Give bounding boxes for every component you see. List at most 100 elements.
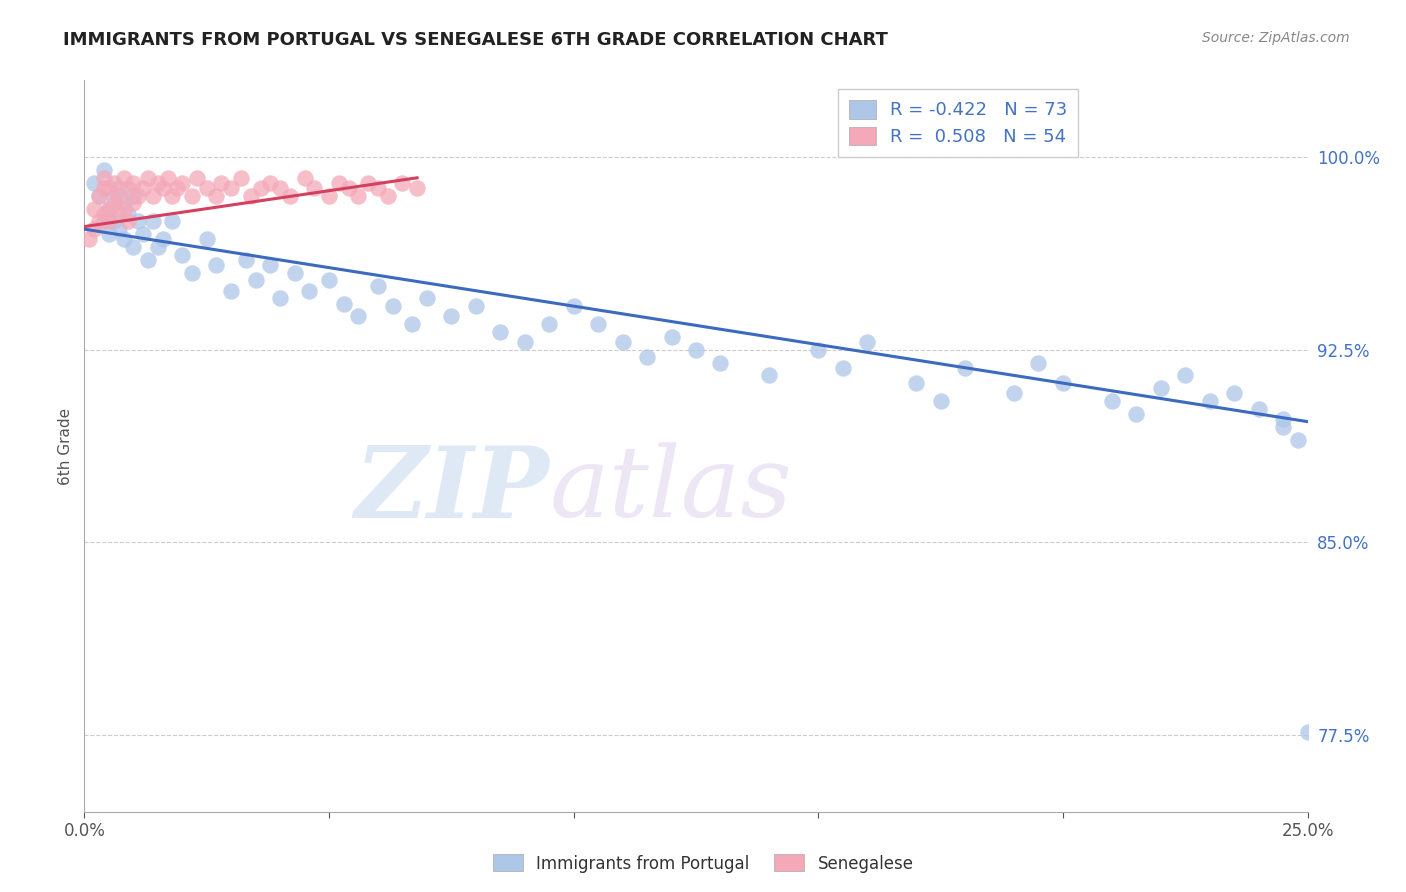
Point	[1272, 419, 1295, 434]
Point	[97, 214, 120, 228]
Point	[1247, 401, 1270, 416]
Point	[661, 330, 683, 344]
Point	[685, 343, 707, 357]
Legend: Immigrants from Portugal, Senegalese: Immigrants from Portugal, Senegalese	[486, 847, 920, 880]
Point	[122, 240, 145, 254]
Point	[83, 176, 105, 190]
Point	[107, 188, 129, 202]
Point	[245, 273, 267, 287]
Point	[93, 214, 115, 228]
Point	[337, 181, 360, 195]
Point	[440, 310, 463, 324]
Point	[235, 252, 257, 267]
Point	[219, 181, 242, 195]
Point	[112, 170, 135, 185]
Point	[122, 196, 145, 211]
Point	[103, 176, 125, 190]
Point	[357, 176, 380, 190]
Point	[122, 188, 145, 202]
Point	[259, 176, 281, 190]
Point	[1286, 433, 1309, 447]
Point	[152, 232, 174, 246]
Point	[562, 299, 585, 313]
Point	[249, 181, 271, 195]
Point	[132, 181, 155, 195]
Point	[146, 240, 169, 254]
Point	[152, 181, 174, 195]
Point	[172, 248, 194, 262]
Point	[1272, 412, 1295, 426]
Point	[347, 310, 370, 324]
Point	[298, 284, 321, 298]
Point	[205, 188, 228, 202]
Point	[1101, 394, 1123, 409]
Point	[347, 188, 370, 202]
Point	[117, 214, 139, 228]
Point	[318, 188, 340, 202]
Point	[758, 368, 780, 383]
Point	[489, 325, 512, 339]
Point	[332, 296, 354, 310]
Point	[953, 360, 976, 375]
Point	[259, 258, 281, 272]
Point	[83, 202, 105, 216]
Point	[294, 170, 316, 185]
Point	[97, 202, 120, 216]
Y-axis label: 6th Grade: 6th Grade	[58, 408, 73, 484]
Point	[209, 176, 232, 190]
Point	[219, 284, 242, 298]
Point	[107, 222, 129, 236]
Point	[103, 214, 125, 228]
Point	[87, 188, 110, 202]
Point	[103, 188, 125, 202]
Point	[93, 170, 115, 185]
Point	[278, 188, 301, 202]
Point	[107, 181, 129, 195]
Text: IMMIGRANTS FROM PORTUGAL VS SENEGALESE 6TH GRADE CORRELATION CHART: IMMIGRANTS FROM PORTUGAL VS SENEGALESE 6…	[63, 31, 889, 49]
Point	[831, 360, 853, 375]
Point	[367, 181, 389, 195]
Point	[1223, 386, 1246, 401]
Point	[416, 292, 439, 306]
Point	[103, 196, 125, 211]
Point	[391, 176, 413, 190]
Point	[328, 176, 350, 190]
Point	[239, 188, 262, 202]
Point	[156, 170, 179, 185]
Text: ZIP: ZIP	[354, 442, 550, 538]
Point	[229, 170, 252, 185]
Point	[612, 334, 634, 349]
Point	[186, 170, 208, 185]
Point	[401, 317, 423, 331]
Point	[181, 188, 204, 202]
Point	[93, 207, 115, 221]
Point	[127, 214, 149, 228]
Point	[377, 188, 399, 202]
Point	[709, 355, 731, 369]
Point	[1052, 376, 1074, 391]
Point	[117, 207, 139, 221]
Point	[136, 170, 159, 185]
Point	[162, 214, 184, 228]
Point	[166, 181, 188, 195]
Legend: R = -0.422   N = 73, R =  0.508   N = 54: R = -0.422 N = 73, R = 0.508 N = 54	[838, 89, 1078, 157]
Point	[905, 376, 928, 391]
Point	[636, 351, 658, 365]
Point	[112, 196, 135, 211]
Point	[97, 202, 120, 216]
Point	[195, 181, 218, 195]
Point	[107, 207, 129, 221]
Point	[1125, 407, 1147, 421]
Point	[87, 188, 110, 202]
Point	[77, 232, 100, 246]
Point	[127, 188, 149, 202]
Point	[162, 188, 184, 202]
Point	[181, 266, 204, 280]
Point	[195, 232, 218, 246]
Text: atlas: atlas	[550, 442, 792, 538]
Point	[93, 181, 115, 195]
Point	[142, 188, 165, 202]
Point	[112, 202, 135, 216]
Point	[513, 334, 536, 349]
Point	[269, 181, 291, 195]
